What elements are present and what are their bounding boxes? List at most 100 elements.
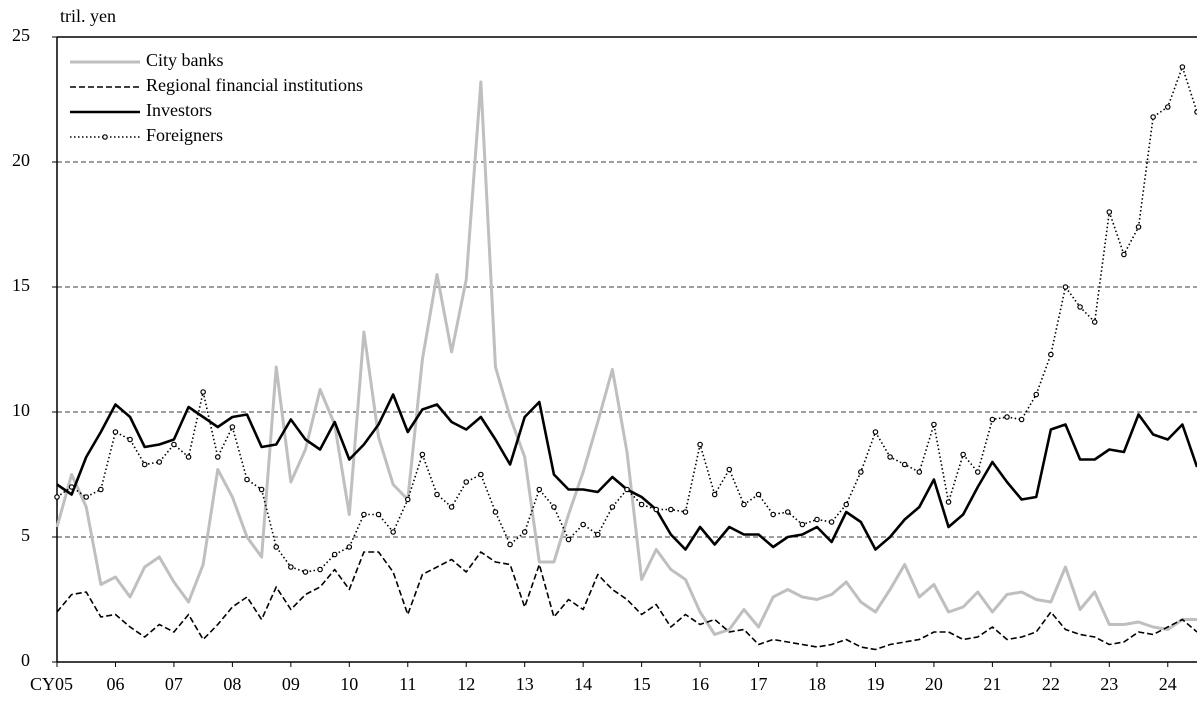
point (843, 501, 850, 508)
point (1150, 114, 1156, 120)
point (916, 469, 923, 475)
x-tick-label: 11 (399, 674, 416, 694)
point (302, 569, 309, 575)
point (478, 471, 484, 478)
point (726, 466, 733, 473)
series-line (55, 80, 1197, 636)
point (1048, 351, 1054, 358)
x-tick-label: 12 (457, 674, 475, 694)
point (784, 509, 791, 515)
x-tick-label: 20 (925, 674, 943, 694)
point (229, 424, 236, 430)
point (945, 499, 952, 505)
point (244, 476, 250, 483)
legend-label: Regional financial institutions (146, 75, 363, 95)
point (54, 494, 60, 500)
point (258, 486, 265, 493)
point (214, 454, 221, 460)
point (960, 451, 966, 458)
point (1121, 251, 1127, 258)
point (346, 544, 353, 550)
x-tick-label: 15 (633, 674, 651, 694)
series-line (56, 393, 1197, 551)
point (638, 501, 645, 508)
point (872, 429, 879, 435)
point (200, 389, 206, 395)
series-line (56, 551, 1197, 651)
point (419, 451, 426, 458)
y-tick-label: 20 (12, 150, 30, 170)
point (931, 421, 937, 428)
y-tick-label: 10 (12, 400, 30, 420)
point (273, 544, 280, 550)
point (755, 491, 762, 498)
point (1077, 304, 1083, 310)
point (624, 486, 630, 493)
point (463, 479, 470, 485)
point (858, 469, 864, 475)
point (141, 461, 148, 468)
x-tick-label: 09 (282, 674, 300, 694)
point (1179, 64, 1186, 70)
point (1062, 284, 1069, 290)
point (185, 454, 192, 460)
point (492, 509, 499, 515)
point (1135, 224, 1142, 230)
point (711, 491, 718, 498)
x-tick-label: 16 (691, 674, 709, 694)
point (609, 504, 616, 510)
point (448, 504, 455, 510)
point (156, 459, 163, 465)
x-tick-label: 22 (1042, 674, 1060, 694)
point (799, 521, 806, 528)
point (682, 509, 689, 515)
x-tick-label: 13 (516, 674, 534, 694)
point (697, 441, 703, 448)
point (1018, 416, 1025, 423)
x-tick-label: 17 (750, 674, 768, 694)
legend-label: City banks (146, 50, 224, 70)
x-tick-label: 23 (1100, 674, 1118, 694)
point (551, 504, 557, 510)
x-tick-label: 24 (1159, 674, 1177, 694)
point (989, 416, 996, 423)
x-tick-label: 10 (340, 674, 358, 694)
point (1194, 109, 1197, 115)
point (974, 469, 981, 475)
point (828, 519, 835, 525)
x-tick-label: 08 (223, 674, 241, 694)
point (317, 566, 323, 573)
x-tick-label: 18 (808, 674, 826, 694)
legend-label: Investors (146, 100, 212, 120)
point (434, 491, 440, 498)
point (770, 511, 776, 518)
y-tick-label: 0 (21, 650, 30, 670)
x-tick-label: CY05 (30, 674, 73, 694)
point (536, 486, 543, 493)
point (1091, 319, 1098, 325)
point (171, 441, 177, 448)
point (668, 506, 674, 513)
point (741, 501, 747, 508)
legend-marker (102, 134, 108, 140)
point (390, 529, 396, 535)
point (814, 516, 820, 523)
point (375, 511, 382, 518)
point (653, 506, 660, 513)
x-tick-label: 06 (106, 674, 124, 694)
point (1004, 414, 1010, 420)
y-tick-label: 25 (12, 25, 30, 45)
point (1033, 391, 1040, 398)
x-tick-label: 14 (574, 674, 592, 694)
point (1164, 104, 1171, 110)
legend-label: Foreigners (146, 125, 223, 145)
y-tick-label: 15 (12, 275, 30, 295)
point (112, 429, 119, 435)
point (68, 484, 75, 490)
x-tick-label: 07 (165, 674, 183, 694)
point (98, 486, 104, 493)
x-tick-label: 19 (866, 674, 884, 694)
point (887, 454, 893, 460)
point (331, 551, 338, 558)
